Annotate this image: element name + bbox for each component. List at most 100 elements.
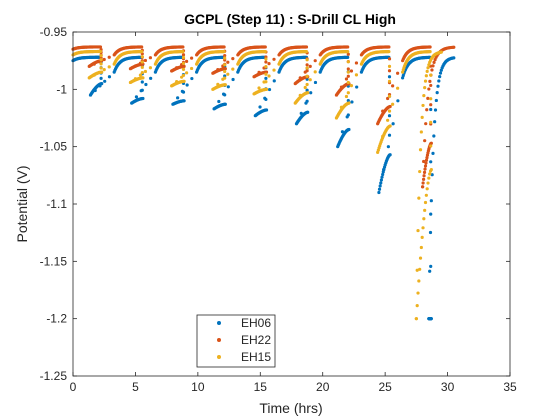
y-tick-label: -1.15 <box>40 254 68 268</box>
data-point <box>102 57 106 62</box>
data-point <box>98 49 103 54</box>
data-point <box>432 60 436 65</box>
data-point <box>257 70 261 74</box>
legend-marker-eh06 <box>217 321 221 325</box>
data-point <box>432 134 436 138</box>
data-point <box>433 108 438 112</box>
data-point <box>354 61 359 65</box>
data-point <box>305 82 309 87</box>
data-point <box>346 91 350 95</box>
data-point <box>87 64 91 68</box>
data-point <box>428 50 432 54</box>
data-point <box>387 94 392 98</box>
data-point <box>391 122 395 126</box>
data-point <box>211 71 215 75</box>
data-point <box>424 193 428 197</box>
data-point <box>387 45 391 49</box>
legend-label-eh22: EH22 <box>241 333 271 347</box>
data-point <box>420 115 424 119</box>
x-tick-label: 25 <box>378 380 392 394</box>
data-point <box>305 63 309 67</box>
data-point <box>264 76 268 80</box>
data-point <box>264 72 268 76</box>
chart-title: GCPL (Step 11) : S-Drill CL High <box>184 11 396 27</box>
data-point <box>185 71 189 75</box>
data-point <box>376 122 380 126</box>
data-point <box>346 98 350 103</box>
data-point <box>107 65 111 69</box>
data-point <box>138 73 143 77</box>
x-tick-label: 20 <box>316 380 330 394</box>
data-point <box>429 264 433 268</box>
data-point <box>88 93 93 97</box>
data-point <box>175 66 179 70</box>
data-point <box>133 77 138 81</box>
data-point <box>428 269 432 273</box>
y-tick-label: -1.25 <box>40 369 68 383</box>
data-point <box>267 62 271 66</box>
data-point <box>349 84 354 88</box>
data-point <box>396 71 400 75</box>
data-point <box>418 256 423 260</box>
data-point <box>231 77 235 82</box>
data-point <box>231 67 235 71</box>
data-point <box>181 61 186 66</box>
data-point <box>107 75 112 79</box>
x-tick-label: 5 <box>132 380 139 394</box>
data-point <box>143 58 148 63</box>
series-eh06 <box>71 55 456 321</box>
data-point <box>294 122 299 126</box>
data-point <box>386 118 390 122</box>
data-point <box>313 80 318 85</box>
data-point <box>419 245 423 250</box>
data-point <box>180 89 184 93</box>
data-point <box>427 176 431 180</box>
data-point <box>346 74 350 78</box>
data-point <box>181 53 186 57</box>
data-point <box>428 230 433 235</box>
data-point <box>171 102 175 106</box>
y-tick-label: -0.95 <box>40 25 68 39</box>
data-point <box>426 181 430 185</box>
data-point <box>257 86 261 90</box>
data-point <box>340 130 345 134</box>
data-point <box>87 76 91 80</box>
data-point <box>264 65 268 69</box>
data-point <box>425 187 429 191</box>
data-point <box>140 65 144 69</box>
data-point <box>334 93 339 97</box>
data-point <box>425 156 429 160</box>
data-point <box>99 58 103 62</box>
data-point <box>102 68 106 72</box>
data-point <box>97 60 101 64</box>
data-point <box>253 114 257 118</box>
x-axis-label: Time (hrs) <box>259 400 322 416</box>
data-point <box>424 158 429 162</box>
data-point <box>107 55 111 59</box>
data-point <box>305 74 309 78</box>
data-point <box>140 70 144 75</box>
data-point <box>252 75 256 79</box>
data-point <box>223 54 227 58</box>
data-point <box>98 45 103 49</box>
data-point <box>391 84 395 88</box>
data-point <box>221 77 225 81</box>
data-point <box>223 63 227 67</box>
data-point <box>143 69 148 74</box>
data-point <box>428 172 432 176</box>
data-point <box>386 96 390 101</box>
data-point <box>416 291 420 295</box>
series-eh22 <box>71 45 456 189</box>
data-point <box>387 49 391 54</box>
x-tick-label: 10 <box>191 380 205 394</box>
data-point <box>185 83 189 87</box>
data-point <box>423 164 428 168</box>
data-point <box>438 71 443 75</box>
data-point <box>190 56 194 60</box>
data-point <box>376 150 380 154</box>
data-point <box>181 45 185 49</box>
data-point <box>92 73 96 77</box>
data-point <box>303 70 307 74</box>
data-point <box>418 148 423 152</box>
